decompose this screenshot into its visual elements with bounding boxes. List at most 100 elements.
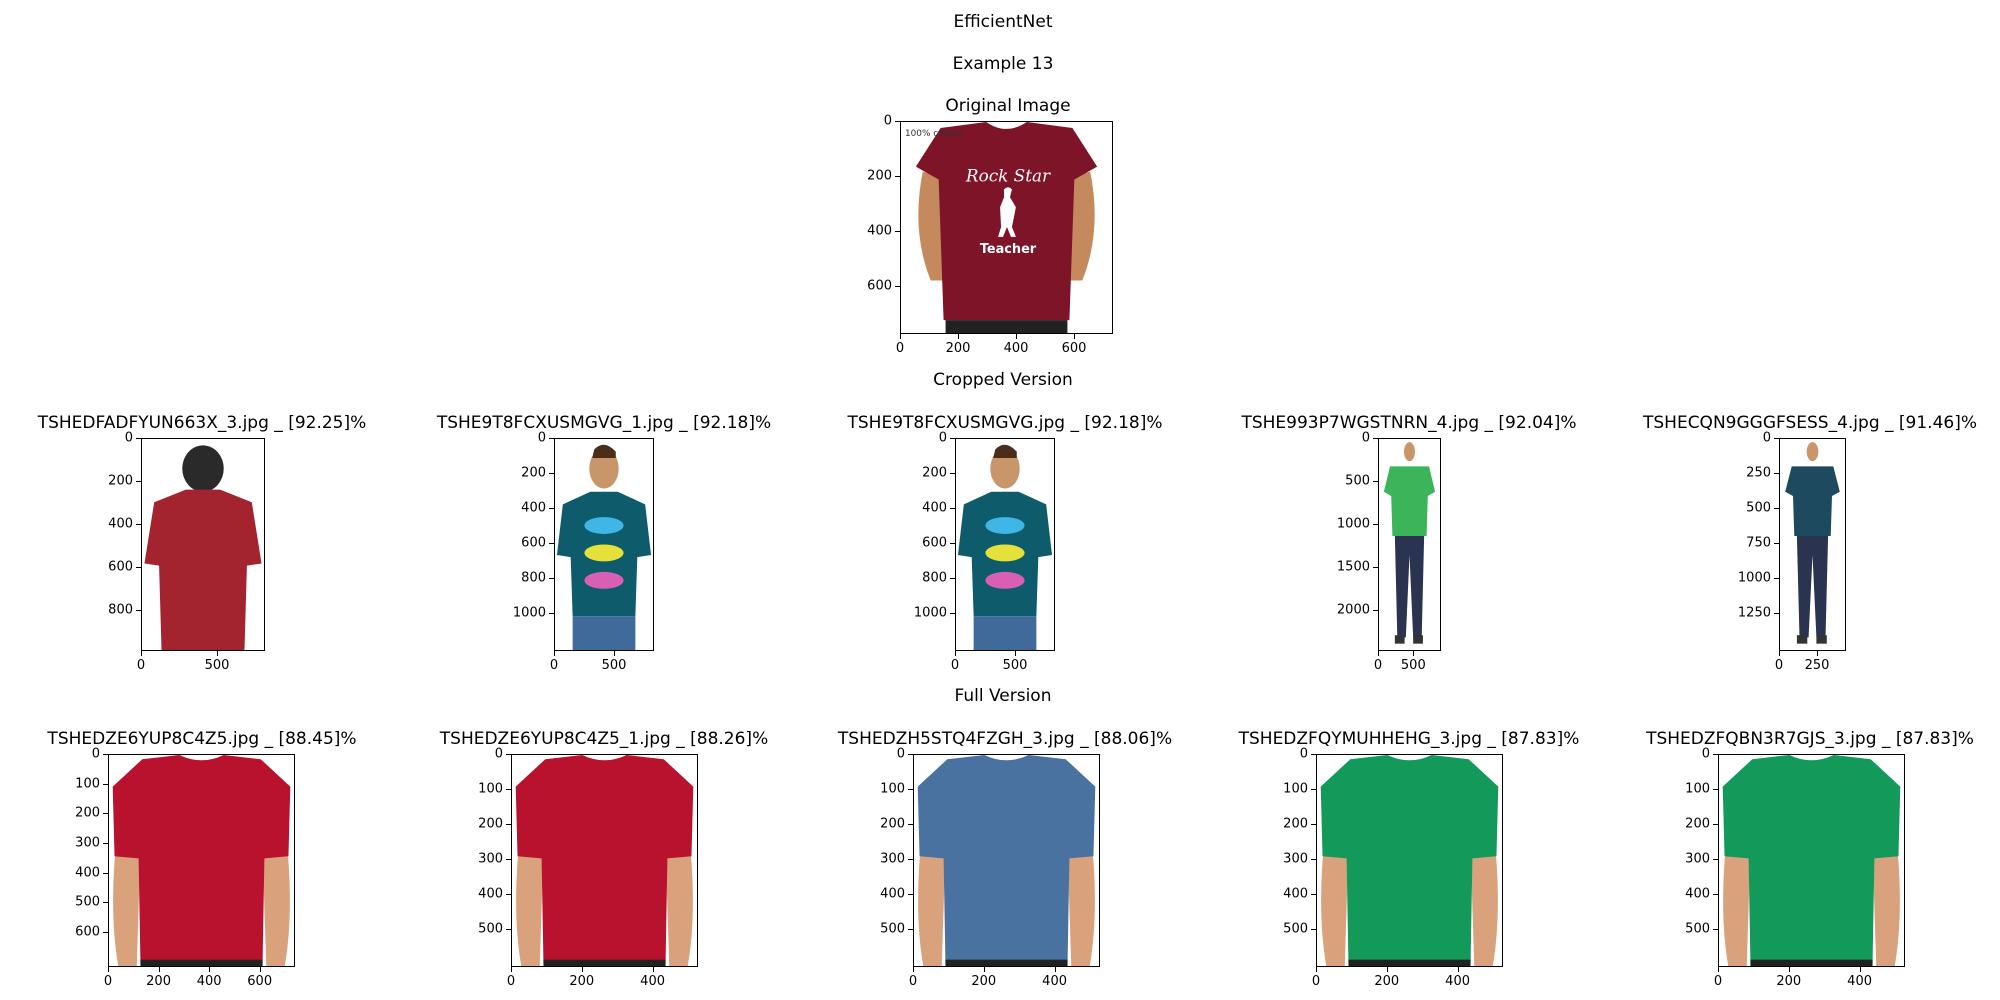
cropped-ytick	[549, 508, 554, 510]
full-ytick	[506, 859, 511, 861]
figure-title: EfficientNet	[953, 12, 1053, 32]
cropped-xtick	[955, 651, 956, 656]
full-xtick-label: 200	[971, 974, 997, 989]
cropped-ytick-label: 1500	[1336, 559, 1370, 575]
full-ytick-label: 500	[75, 894, 100, 910]
full-panel-title: TSHEDZFQYMUHHEHG_3.jpg _ [87.83]%	[1238, 729, 1580, 749]
full-ytick-label: 500	[478, 921, 503, 937]
figure-subtitle: Example 13	[952, 54, 1054, 74]
full-ytick	[1713, 824, 1718, 826]
cropped-ytick	[136, 523, 141, 525]
cropped-ytick	[1373, 523, 1378, 525]
full-ytick-label: 100	[75, 776, 100, 792]
cropped-xtick-label: 0	[1774, 658, 1784, 673]
guitarist-silhouette	[998, 187, 1016, 237]
cropped-xtick-label: 0	[136, 658, 146, 673]
cropped-xtick-label: 500	[1002, 658, 1028, 673]
cropped-result-image	[554, 438, 654, 651]
full-ytick-label: 0	[494, 746, 503, 762]
cropped-ytick	[1774, 438, 1779, 439]
original-ytick	[895, 286, 900, 288]
full-ytick	[1311, 754, 1316, 755]
cropped-xtick	[217, 651, 218, 656]
full-ytick-label: 200	[880, 816, 905, 832]
full-xtick	[209, 967, 211, 972]
cropped-xtick	[1413, 651, 1415, 656]
cropped-ytick-label: 1000	[913, 605, 947, 621]
cropped-xtick-label: 500	[204, 658, 230, 673]
original-xtick	[1016, 334, 1017, 339]
full-ytick	[506, 929, 511, 931]
full-ytick	[908, 859, 913, 861]
full-xtick	[511, 967, 512, 972]
full-ytick-label: 500	[1283, 921, 1308, 937]
full-ytick	[103, 783, 108, 785]
full-ytick	[1713, 789, 1718, 791]
full-xtick	[1718, 967, 1719, 972]
cropped-ytick	[136, 438, 141, 439]
full-panel-title: TSHEDZE6YUP8C4Z5_1.jpg _ [88.26]%	[439, 729, 769, 749]
cropped-ytick-label: 400	[922, 500, 947, 516]
full-ytick-label: 600	[75, 924, 100, 940]
full-xtick	[1386, 967, 1388, 972]
cropped-xtick-label: 500	[601, 658, 627, 673]
cropped-ytick-label: 500	[1345, 473, 1370, 489]
full-ytick-label: 300	[880, 851, 905, 867]
cropped-ytick-label: 600	[521, 535, 546, 551]
full-ytick	[103, 843, 108, 845]
full-xtick	[1054, 967, 1056, 972]
full-version-heading: Full Version	[954, 686, 1052, 706]
cropped-panel-title: TSHE9T8FCXUSMGVG_1.jpg _ [92.18]%	[436, 413, 772, 433]
full-ytick	[908, 824, 913, 826]
cropped-xtick	[614, 651, 615, 656]
cropped-ytick-label: 1000	[1336, 516, 1370, 532]
cropped-xtick	[141, 651, 142, 656]
cropped-panel-title: TSHECQN9GGGFSESS_4.jpg _ [91.46]%	[1642, 413, 1978, 433]
cropped-ytick	[950, 578, 955, 580]
original-ytick	[895, 121, 900, 122]
full-ytick-label: 0	[896, 746, 905, 762]
full-ytick-label: 300	[478, 851, 503, 867]
cropped-ytick-label: 400	[521, 500, 546, 516]
full-ytick	[103, 754, 108, 755]
full-xtick	[983, 967, 985, 972]
full-xtick-label: 200	[1776, 974, 1802, 989]
cropped-ytick	[549, 543, 554, 545]
full-ytick-label: 100	[1283, 781, 1308, 797]
full-xtick-label: 400	[640, 974, 666, 989]
cropped-xtick	[1817, 651, 1818, 656]
full-ytick-label: 300	[1685, 851, 1710, 867]
rock-star-text: Rock Star	[965, 165, 1051, 185]
cropped-ytick-label: 500	[1746, 500, 1771, 516]
full-result-image	[108, 754, 295, 967]
full-ytick-label: 400	[1283, 886, 1308, 902]
full-xtick-label: 200	[1374, 974, 1400, 989]
cropped-ytick-label: 1000	[512, 605, 546, 621]
cropped-ytick-label: 800	[108, 602, 133, 618]
cropped-result-image	[1779, 438, 1846, 651]
original-ytick-label: 600	[867, 278, 892, 294]
full-ytick-label: 400	[75, 865, 100, 881]
cropped-ytick-label: 0	[1361, 430, 1370, 446]
full-ytick	[506, 754, 511, 755]
full-ytick-label: 400	[880, 886, 905, 902]
full-xtick	[1316, 967, 1317, 972]
full-ytick-label: 200	[1685, 816, 1710, 832]
cropped-ytick	[136, 480, 141, 482]
full-xtick	[581, 967, 583, 972]
full-xtick-label: 400	[1042, 974, 1068, 989]
full-ytick-label: 100	[478, 781, 503, 797]
full-ytick-label: 0	[91, 746, 100, 762]
full-ytick	[1311, 894, 1316, 896]
cropped-xtick-label: 250	[1804, 658, 1830, 673]
cropped-ytick	[1373, 566, 1378, 568]
cropped-version-heading: Cropped Version	[933, 370, 1073, 390]
original-xtick-label: 0	[895, 341, 905, 356]
cropped-xtick-label: 0	[950, 658, 960, 673]
full-ytick-label: 300	[75, 835, 100, 851]
cropped-ytick	[1774, 543, 1779, 545]
full-ytick-label: 500	[880, 921, 905, 937]
full-ytick	[1311, 824, 1316, 826]
full-xtick-label: 200	[146, 974, 171, 989]
cropped-result-image	[141, 438, 265, 651]
